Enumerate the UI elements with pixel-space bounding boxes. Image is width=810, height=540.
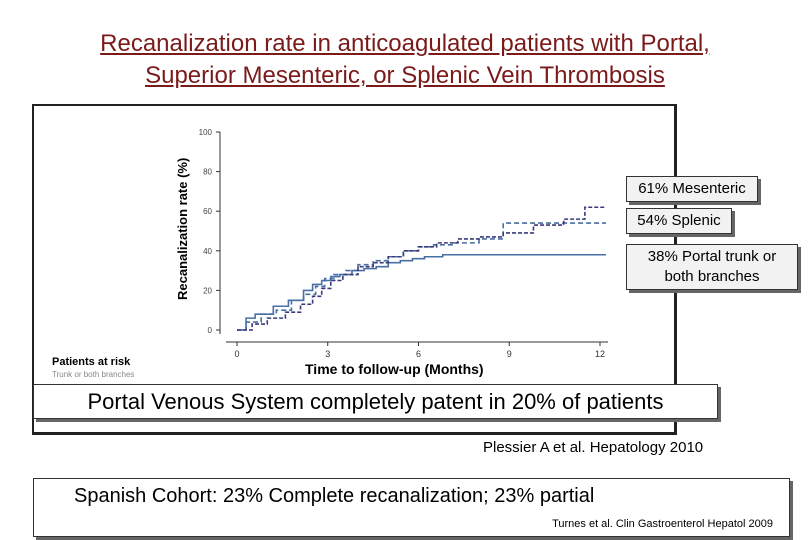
slide-title: Recanalization rate in anticoagulated pa… [0,28,810,92]
y-tick-label: 20 [203,286,212,295]
callout-portal-line-1: 38% Portal trunk or [647,248,777,265]
callout-splenic-text: 54% Splenic [637,212,721,229]
spanish-cohort-box: Spanish Cohort: 23% Complete recanalizat… [33,478,790,537]
callout-portal-line-2: both branches [664,268,760,285]
citation-plessier: Plessier A et al. Hepatology 2010 [483,439,704,456]
y-tick-label: 100 [199,128,213,137]
callout-portal: 38% Portal trunk or both branches [626,244,798,290]
series-line-portal-trunk-or-both-branches [237,253,607,331]
x-tick-label: 6 [416,349,421,359]
patients-at-risk-header: Patients at risk [52,356,131,368]
chart-series [237,206,607,331]
callout-mesenteric: 61% Mesenteric [626,176,758,202]
series-line-splenic [237,222,607,331]
x-tick-label: 0 [234,349,239,359]
patients-at-risk-subheader: Trunk or both branches [52,370,135,379]
y-tick-label: 80 [203,168,212,177]
callout-mesenteric-text: 61% Mesenteric [638,180,746,197]
patency-banner: Portal Venous System completely patent i… [33,384,718,419]
slide-title-line-1: Recanalization rate in anticoagulated pa… [100,30,710,57]
y-tick-label: 0 [208,326,213,335]
y-tick-label: 60 [203,207,212,216]
slide-title-line-2: Superior Mesenteric, or Splenic Vein Thr… [145,62,665,89]
y-tick-label: 40 [203,247,212,256]
series-line-mesenteric [237,206,607,331]
callout-splenic: 54% Splenic [626,208,732,234]
spanish-cohort-text: Spanish Cohort: 23% Complete recanalizat… [74,485,595,507]
x-tick-label: 9 [507,349,512,359]
kaplan-meier-plot-frame [32,104,677,435]
citation-turnes: Turnes et al. Clin Gastroenterol Hepatol… [552,518,773,530]
x-tick-label: 12 [595,349,605,359]
y-axis-label: Recanalization rate (%) [175,158,190,300]
x-tick-label: 3 [325,349,330,359]
chart-axes: 0 20 40 60 80 100 0 3 6 9 12 [199,128,608,359]
x-axis-label: Time to follow-up (Months) [305,361,484,377]
